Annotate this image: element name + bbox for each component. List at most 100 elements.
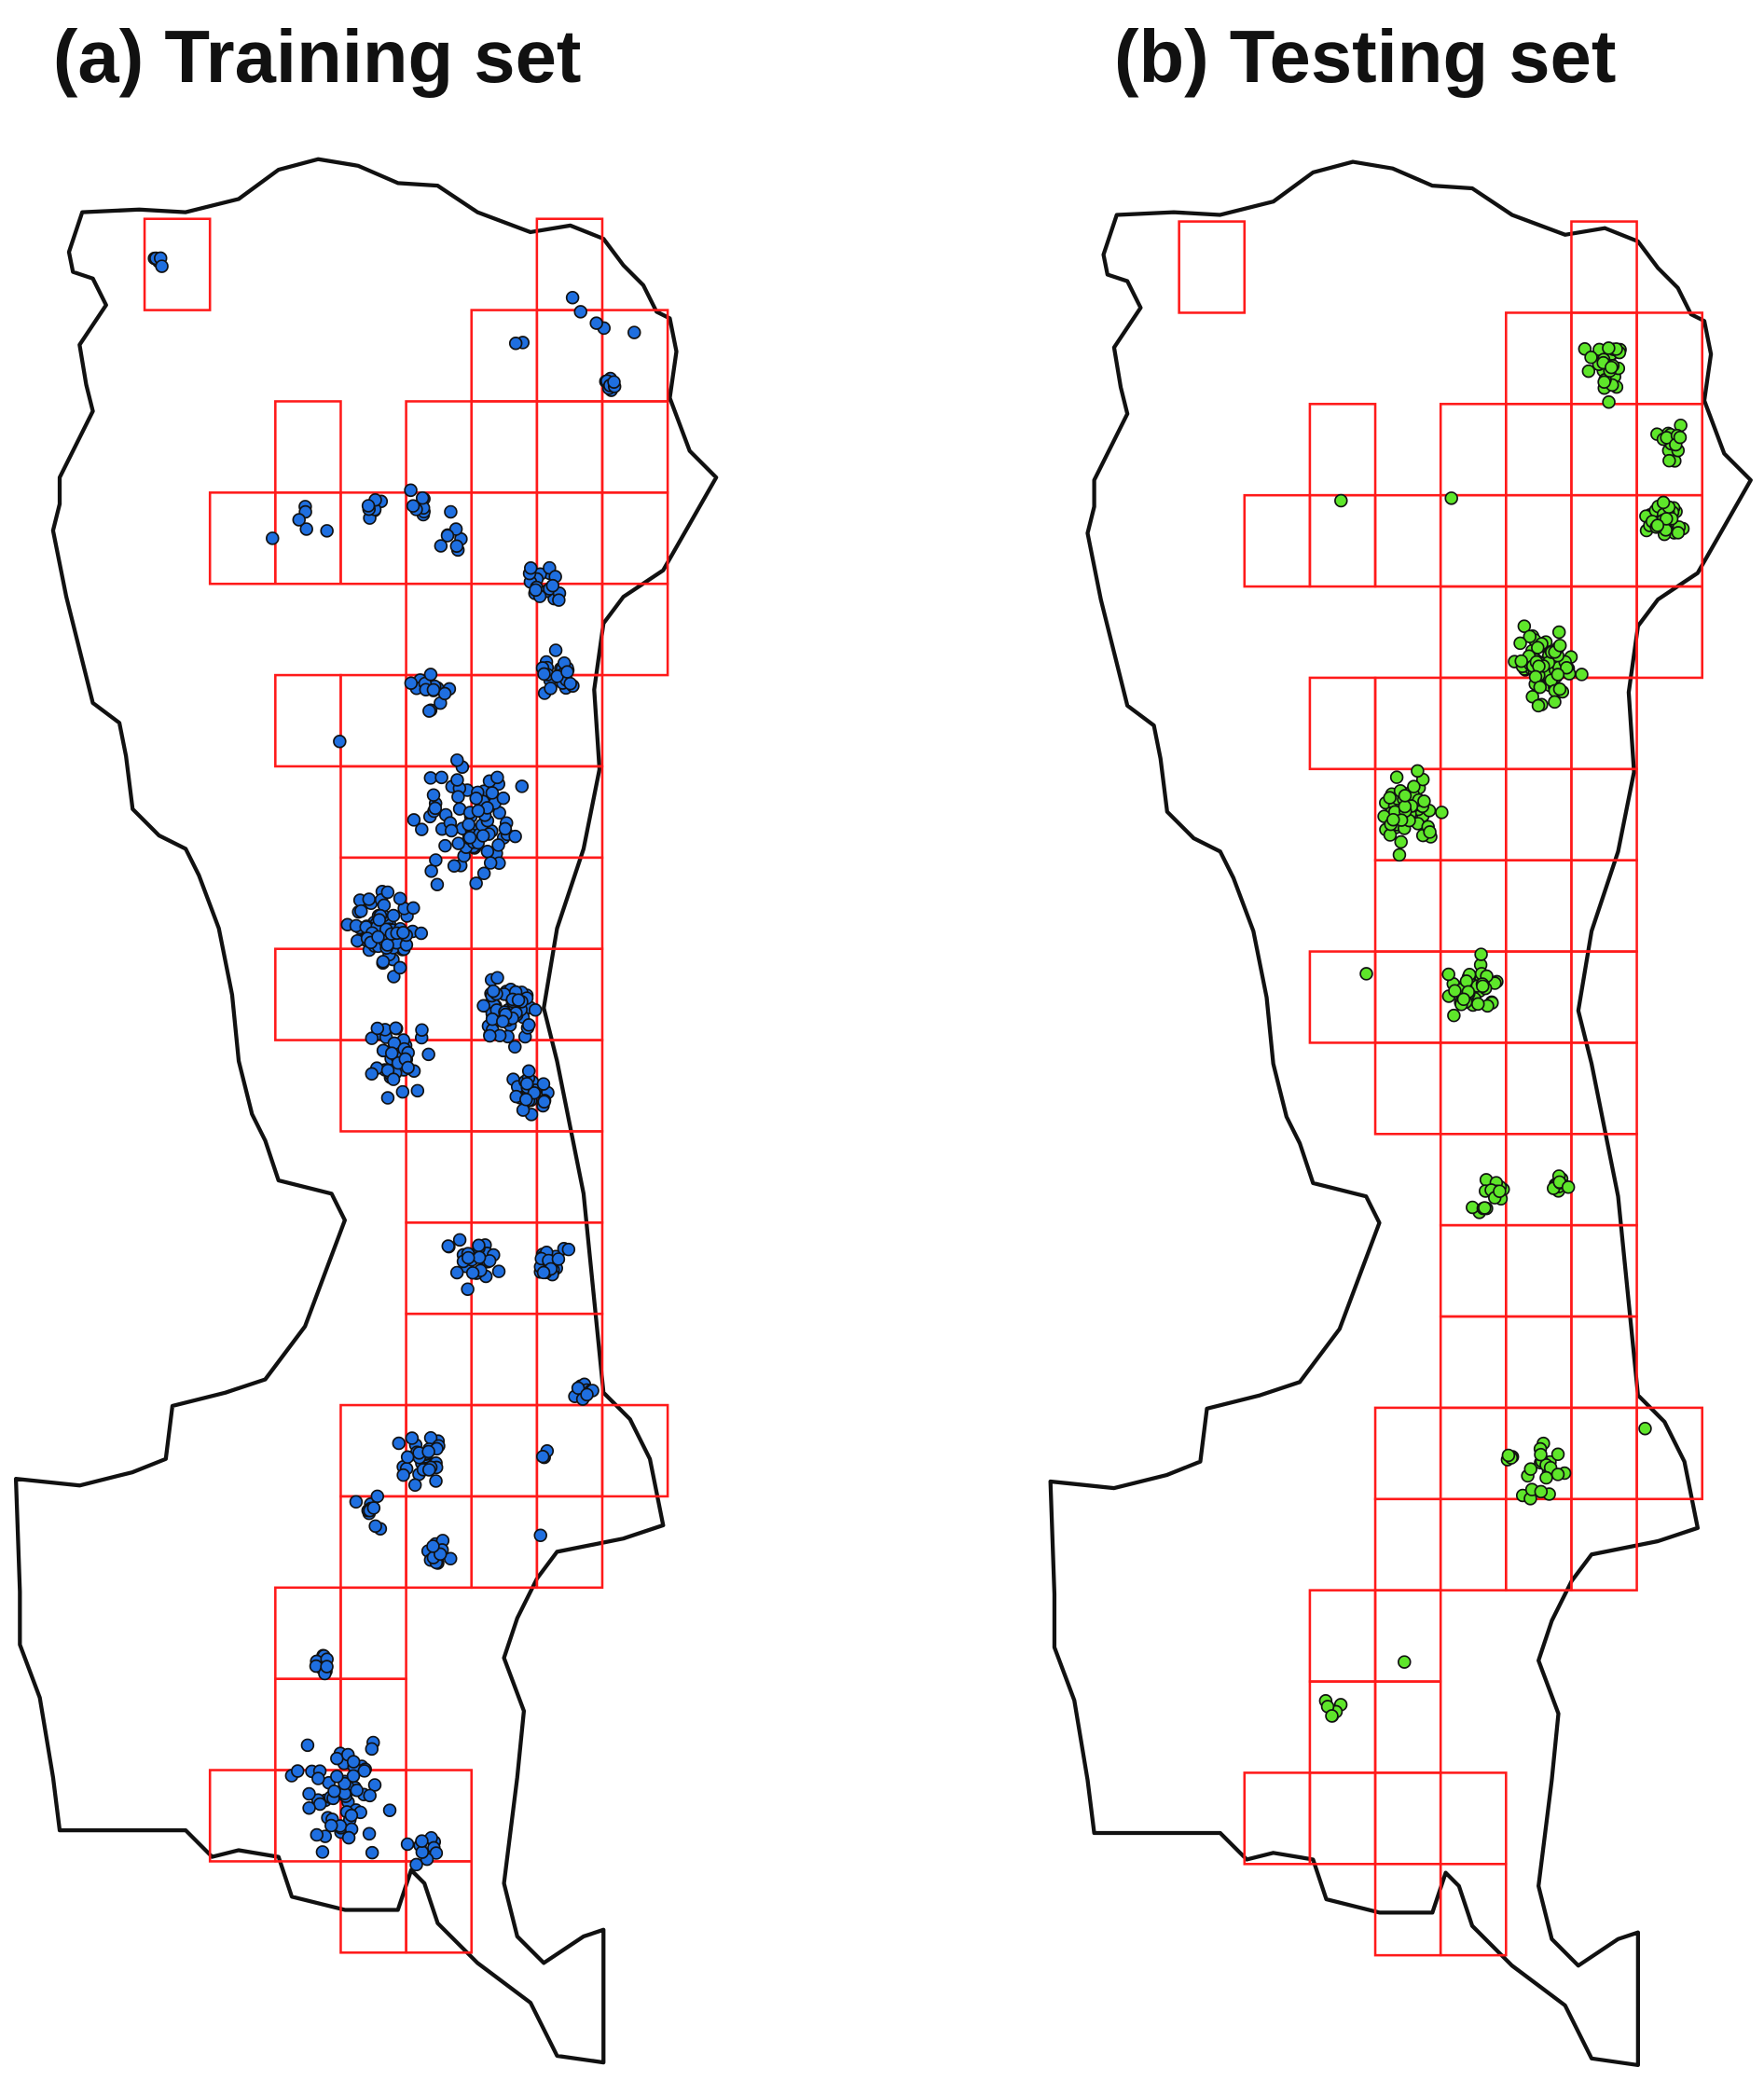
- sample-point: [537, 667, 551, 682]
- sample-point: [386, 908, 401, 923]
- sample-point: [461, 1282, 475, 1296]
- grid-cell: [1570, 1315, 1638, 1410]
- sample-point: [407, 901, 420, 916]
- sample-point: [410, 1083, 425, 1098]
- grid-cell: [1373, 1497, 1442, 1592]
- sample-point: [310, 1827, 324, 1842]
- grid-cell: [1373, 1589, 1442, 1683]
- sample-point: [155, 259, 169, 273]
- sample-point: [496, 1014, 510, 1028]
- sample-point: [401, 1060, 415, 1075]
- grid-cell: [1373, 1771, 1442, 1866]
- sample-point: [380, 885, 395, 900]
- study-area-boundary: [13, 157, 719, 2065]
- sample-point: [1444, 491, 1458, 505]
- sample-point: [371, 930, 385, 944]
- sample-point: [1602, 394, 1616, 409]
- sample-point: [1447, 1008, 1461, 1023]
- sample-point: [333, 734, 347, 749]
- sample-point: [1656, 495, 1671, 510]
- sample-point: [330, 1751, 344, 1766]
- grid-cell: [535, 1130, 604, 1224]
- sample-point: [476, 866, 491, 881]
- grid-cell: [600, 1403, 669, 1498]
- sample-point: [1660, 512, 1674, 526]
- sample-point: [490, 770, 504, 785]
- grid-cell: [470, 309, 539, 403]
- sample-point: [561, 1242, 576, 1257]
- sample-point: [407, 813, 421, 827]
- sample-point: [1575, 668, 1589, 682]
- sample-point: [1394, 834, 1408, 849]
- sample-point: [1389, 770, 1404, 784]
- sample-point: [365, 1845, 379, 1860]
- grid-cell: [470, 1312, 539, 1407]
- sample-point: [327, 1784, 341, 1798]
- sample-point: [511, 993, 526, 1007]
- sample-point: [1561, 1180, 1576, 1194]
- sample-point: [415, 1834, 429, 1848]
- sample-point: [300, 1738, 315, 1753]
- sample-point: [415, 822, 429, 836]
- grid-cell: [1439, 1862, 1508, 1957]
- grid-cell: [1570, 585, 1638, 680]
- sample-point: [521, 1064, 536, 1079]
- sample-point: [376, 955, 391, 969]
- sample-point: [1552, 682, 1567, 696]
- sample-point: [368, 1519, 382, 1534]
- sample-point: [1514, 654, 1528, 668]
- grid-cell: [1505, 1315, 1573, 1410]
- sample-point: [535, 1450, 550, 1464]
- sample-point: [429, 1846, 444, 1860]
- grid-cell: [600, 582, 669, 677]
- sample-point: [515, 779, 530, 793]
- grid-cell: [1505, 950, 1573, 1044]
- sample-point: [449, 1265, 464, 1280]
- sample-point: [452, 1233, 467, 1247]
- sample-point: [441, 1239, 455, 1253]
- sample-point: [496, 791, 511, 806]
- grid-cell: [1439, 676, 1508, 771]
- sample-point: [1474, 947, 1488, 961]
- grid-cell: [1635, 1406, 1703, 1501]
- sample-point: [422, 704, 436, 718]
- sample-point: [1325, 1709, 1339, 1723]
- sample-point: [1435, 806, 1449, 820]
- grid-cell: [1570, 493, 1638, 588]
- sample-point: [1584, 351, 1598, 365]
- sample-point: [372, 913, 387, 927]
- panel-title-testing: (b) Testing set: [1114, 15, 1616, 98]
- grid-cell: [1373, 1041, 1442, 1136]
- sample-point: [462, 818, 475, 832]
- sample-point: [1423, 825, 1437, 839]
- sample-point: [1392, 848, 1407, 862]
- sample-point: [483, 1028, 497, 1043]
- sample-point: [384, 1046, 399, 1060]
- sample-point: [1638, 1421, 1652, 1436]
- grid-cell: [1373, 859, 1442, 953]
- sample-point: [315, 1845, 330, 1859]
- sample-point: [1550, 1447, 1565, 1462]
- sample-point: [1523, 629, 1537, 643]
- sample-point: [475, 829, 490, 843]
- sample-point: [1513, 636, 1527, 651]
- sample-point: [444, 823, 459, 838]
- sample-point: [1523, 1462, 1537, 1476]
- sample-point: [571, 1381, 586, 1396]
- grid-cell: [1373, 1680, 1442, 1774]
- sample-point: [430, 877, 445, 892]
- sample-point: [1673, 430, 1688, 445]
- sample-point: [292, 513, 306, 527]
- grid-cell: [470, 400, 539, 494]
- grid-cell: [470, 673, 539, 768]
- sample-point: [1334, 493, 1348, 508]
- grid-cell: [1635, 585, 1703, 680]
- grid-cell: [339, 1586, 407, 1680]
- sample-point: [320, 524, 334, 538]
- sample-point: [1533, 680, 1548, 695]
- grid-cell: [600, 491, 669, 586]
- grid-cell: [1308, 950, 1377, 1044]
- sample-point: [415, 1845, 430, 1859]
- sample-point: [349, 1495, 364, 1509]
- sample-point: [361, 499, 376, 513]
